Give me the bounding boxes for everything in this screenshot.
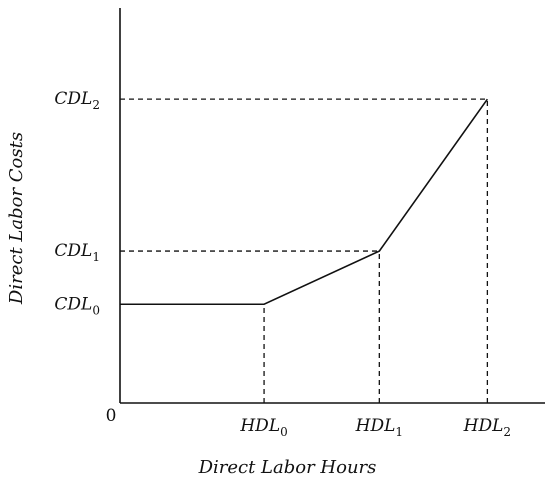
y-tick-label-0: CDL0 [54, 294, 100, 317]
x-tick-label-2: HDL2 [463, 416, 511, 439]
series-line-0 [120, 98, 489, 306]
cost-function-line [120, 98, 489, 306]
y-tick-label-2: CDL2 [54, 89, 100, 112]
tick-labels: HDL0 HDL1 HDL2 CDL0 CDL1 CDL2 [54, 89, 511, 439]
x-axis-title: Direct Labor Hours [198, 457, 377, 478]
y-axis-title: Direct Labor Costs [6, 132, 27, 305]
x-tick-label-1: HDL1 [355, 416, 403, 439]
dashed-guide-lines [120, 98, 489, 403]
y-tick-label-1: CDL1 [54, 241, 100, 264]
origin-label: 0 [106, 406, 117, 426]
x-tick-label-0: HDL0 [239, 416, 287, 439]
axes [119, 8, 545, 404]
